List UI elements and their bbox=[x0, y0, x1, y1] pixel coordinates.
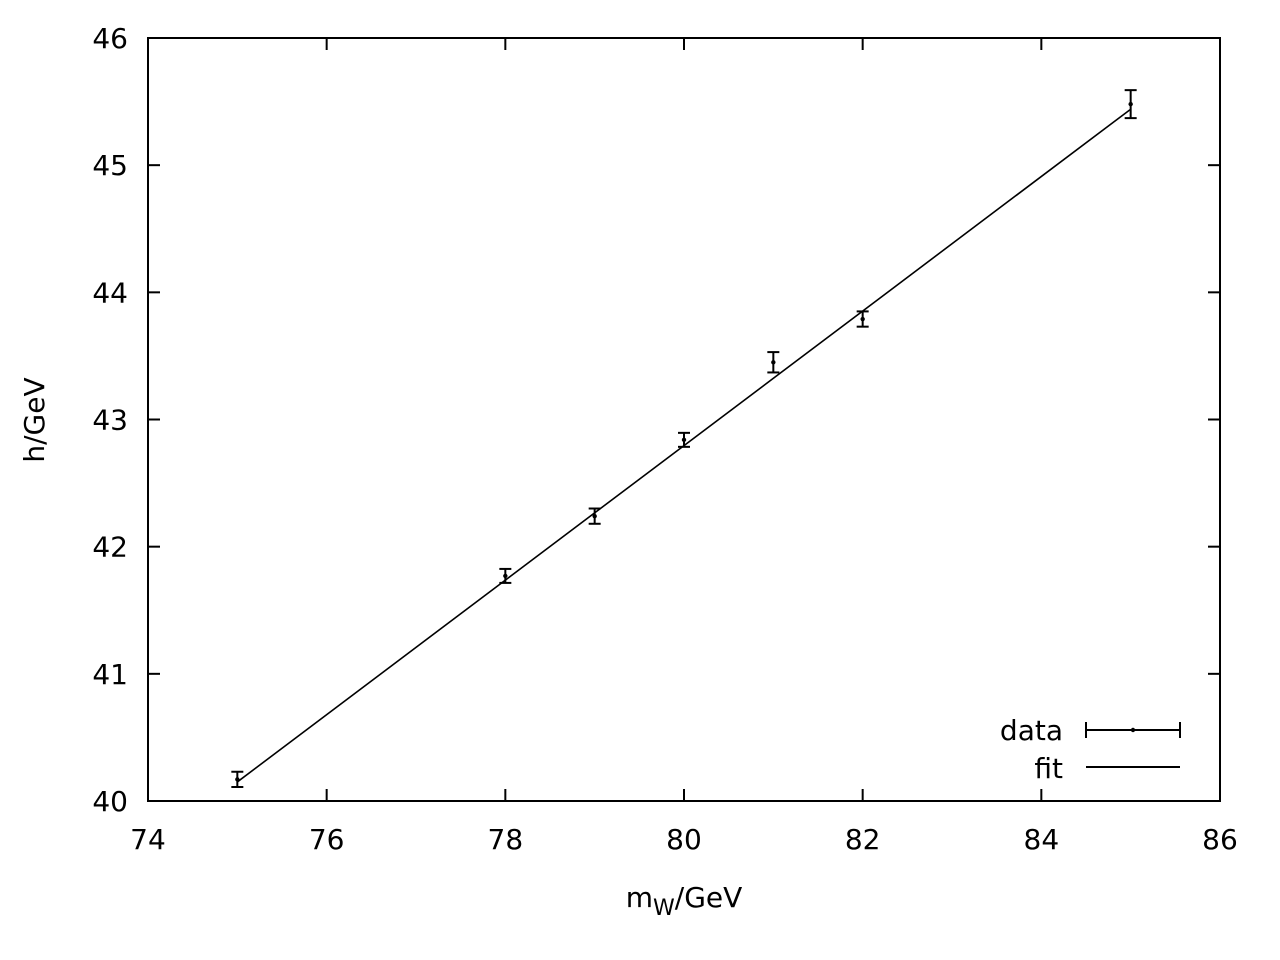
point-marker bbox=[1128, 101, 1133, 107]
y-tick-label: 45 bbox=[92, 149, 128, 182]
y-tick-label: 42 bbox=[92, 531, 128, 564]
x-tick-label: 76 bbox=[309, 823, 345, 856]
x-axis-title-suffix: /GeV bbox=[675, 881, 743, 914]
axis-ticks: 74 76 78 80 82 84 86 40 41 42 43 44 45 46 bbox=[92, 22, 1237, 856]
data-point bbox=[588, 507, 601, 525]
data-point bbox=[1124, 89, 1137, 120]
point-marker bbox=[235, 777, 240, 782]
point-marker bbox=[771, 360, 776, 365]
plot-frame bbox=[147, 37, 1221, 802]
y-tick-label: 44 bbox=[92, 276, 128, 309]
x-tick-label: 80 bbox=[666, 823, 702, 856]
x-axis-title-subscript: W bbox=[653, 896, 675, 921]
data-point bbox=[678, 431, 690, 448]
point-marker bbox=[503, 573, 508, 579]
point-marker bbox=[860, 316, 865, 322]
legend: data fit bbox=[1000, 714, 1181, 785]
data-point bbox=[767, 351, 780, 374]
point-marker bbox=[681, 437, 687, 443]
y-tick-label: 43 bbox=[92, 404, 128, 437]
y-axis-title: h/GeV bbox=[18, 377, 51, 462]
data-point bbox=[499, 567, 512, 584]
x-tick-label: 82 bbox=[845, 823, 881, 856]
x-tick-label: 78 bbox=[488, 823, 524, 856]
y-tick-label: 40 bbox=[92, 785, 128, 818]
data-series bbox=[231, 89, 1137, 789]
point-marker bbox=[592, 513, 597, 519]
x-tick-label: 74 bbox=[130, 823, 166, 856]
x-tick-label: 86 bbox=[1202, 823, 1238, 856]
data-point bbox=[856, 310, 869, 328]
legend-label-fit: fit bbox=[1034, 752, 1063, 785]
legend-swatch-data bbox=[1085, 722, 1181, 738]
y-tick-label: 41 bbox=[92, 658, 128, 691]
legend-label-data: data bbox=[1000, 714, 1063, 747]
y-tick-label: 46 bbox=[92, 22, 128, 55]
x-tick-label: 84 bbox=[1024, 823, 1060, 856]
x-axis-title: mW/GeV bbox=[626, 881, 743, 921]
data-point bbox=[231, 770, 244, 789]
